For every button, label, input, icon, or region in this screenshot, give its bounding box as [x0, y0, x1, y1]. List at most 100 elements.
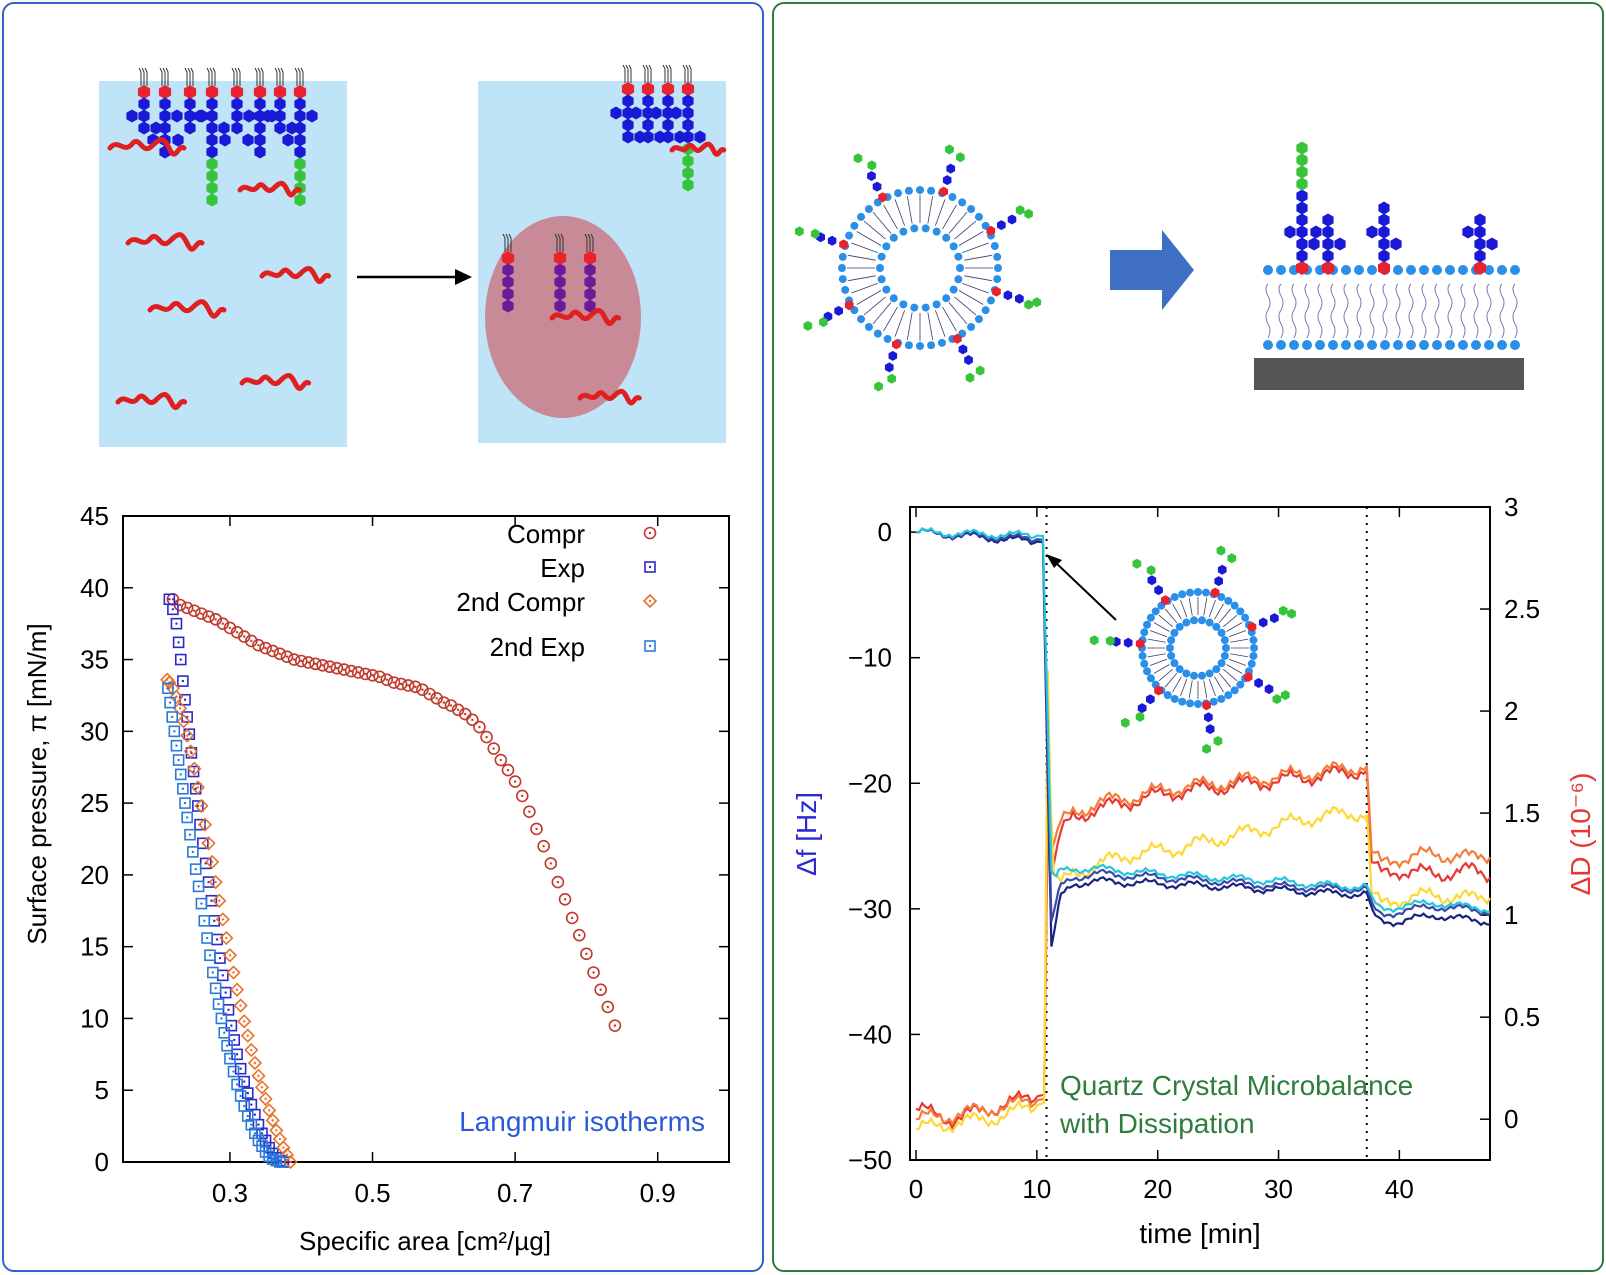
- lipid-tail: [927, 196, 934, 224]
- lipid-tail: [642, 64, 646, 83]
- lipid-head: [954, 252, 963, 261]
- x-tick-label: 0.7: [497, 1178, 533, 1208]
- data-point-center: [175, 695, 178, 699]
- lipid-tail: [587, 233, 591, 252]
- data-point-center: [179, 658, 182, 661]
- sugar-hexagon: [1214, 576, 1223, 587]
- sugar-hexagon: [138, 97, 150, 111]
- sugar-hexagon: [1105, 635, 1115, 646]
- x-tick-label: 20: [1143, 1174, 1172, 1204]
- data-point: [265, 1113, 280, 1128]
- sugar-hexagon: [1270, 613, 1279, 624]
- lipid-head: [1194, 588, 1202, 596]
- data-point-center: [207, 842, 210, 845]
- data-point-center: [267, 1155, 271, 1158]
- data-point: [249, 1127, 261, 1140]
- data-point: [184, 828, 196, 841]
- data-point: [204, 854, 220, 870]
- data-point: [230, 625, 244, 639]
- y-right-tick-label: 3: [1504, 492, 1518, 522]
- sugar-hexagon: [867, 160, 877, 171]
- lipid-tail: [508, 233, 512, 252]
- data-point: [204, 949, 216, 962]
- data-point: [221, 1039, 233, 1052]
- lipid-tail: [138, 67, 142, 86]
- data-point: [194, 798, 209, 814]
- sugar-hexagon: [1132, 558, 1142, 569]
- lipid-tail: [1291, 283, 1297, 339]
- y-tick-label: 45: [80, 501, 109, 531]
- lipid-tail: [1180, 678, 1188, 697]
- data-point-center: [250, 1103, 253, 1106]
- lipid-head: [904, 341, 913, 350]
- headgroup-hexagon: [1161, 595, 1170, 606]
- lipid-tail: [954, 296, 977, 316]
- data-point: [537, 839, 550, 853]
- lipid-tail: [906, 312, 913, 340]
- headgroup-hexagon: [583, 251, 597, 265]
- data-point-center: [227, 1008, 230, 1012]
- data-point: [219, 930, 234, 946]
- data-point: [437, 696, 451, 709]
- lipid-head: [1170, 659, 1179, 668]
- data-point-center: [191, 850, 195, 854]
- data-point-center: [613, 1024, 617, 1027]
- data-point: [523, 805, 536, 819]
- data-point-center: [648, 644, 652, 648]
- lipid-tail: [622, 64, 626, 83]
- data-point-center: [200, 804, 203, 808]
- data-point: [192, 800, 204, 812]
- sugar-hexagon: [682, 106, 694, 120]
- sugar-hexagon: [956, 152, 965, 163]
- data-point-center: [177, 758, 180, 762]
- sugar-hexagon: [1154, 585, 1163, 596]
- y-right-tick-label: 0: [1504, 1104, 1518, 1134]
- data-point: [207, 966, 219, 979]
- lipid-head: [1510, 265, 1520, 275]
- y-right-tick-label: 0.5: [1504, 1002, 1540, 1032]
- sugar-hexagon: [159, 109, 171, 123]
- series-2nd-exp: [162, 682, 286, 1168]
- headgroup-hexagon: [621, 82, 635, 96]
- lipid-tail: [1486, 283, 1492, 339]
- data-point-center: [549, 862, 552, 865]
- sugar-hexagon: [194, 109, 206, 123]
- data-point: [515, 789, 529, 803]
- lipid-head: [1241, 613, 1250, 622]
- data-point: [344, 664, 358, 678]
- sugar-hexagon: [1146, 694, 1155, 705]
- sugar-hexagon: [1296, 153, 1308, 167]
- sugar-hexagon: [834, 305, 843, 316]
- langmuir-chart: 0 5 10 15 20 25 30 35 40 45 0.3 0.5 0.7 0.9 Specific a…: [22, 501, 730, 1256]
- data-point-center: [193, 767, 196, 770]
- lipid-head: [1263, 265, 1273, 275]
- lipid-tail: [1343, 283, 1349, 339]
- data-point: [480, 730, 493, 744]
- data-point: [237, 1014, 252, 1029]
- data-point: [172, 701, 188, 716]
- sugar-hexagon: [1217, 564, 1227, 575]
- data-point-center: [239, 1004, 242, 1007]
- lipid-tail: [1188, 597, 1193, 616]
- sugar-hexagon: [502, 287, 514, 301]
- lipid-tail: [1304, 283, 1310, 339]
- sugar-hexagon: [171, 109, 183, 123]
- sugar-hexagon: [206, 145, 218, 159]
- lipid-tail: [645, 64, 649, 83]
- lipid-head: [1217, 628, 1226, 637]
- data-point: [174, 653, 187, 666]
- data-point-center: [428, 692, 431, 696]
- lipid-head: [1224, 691, 1233, 700]
- data-point: [274, 1156, 286, 1168]
- data-point: [416, 683, 429, 697]
- data-point-center: [300, 659, 303, 663]
- data-point-center: [171, 608, 175, 611]
- data-point: [218, 1027, 231, 1039]
- data-point-center: [257, 1074, 260, 1078]
- data-point: [231, 1078, 243, 1091]
- sugar-hexagon: [1007, 214, 1017, 225]
- lipid-head: [1220, 636, 1229, 645]
- lipid-head: [899, 227, 908, 236]
- headgroup-hexagon: [1295, 261, 1309, 275]
- headgroup-hexagon: [1247, 621, 1257, 632]
